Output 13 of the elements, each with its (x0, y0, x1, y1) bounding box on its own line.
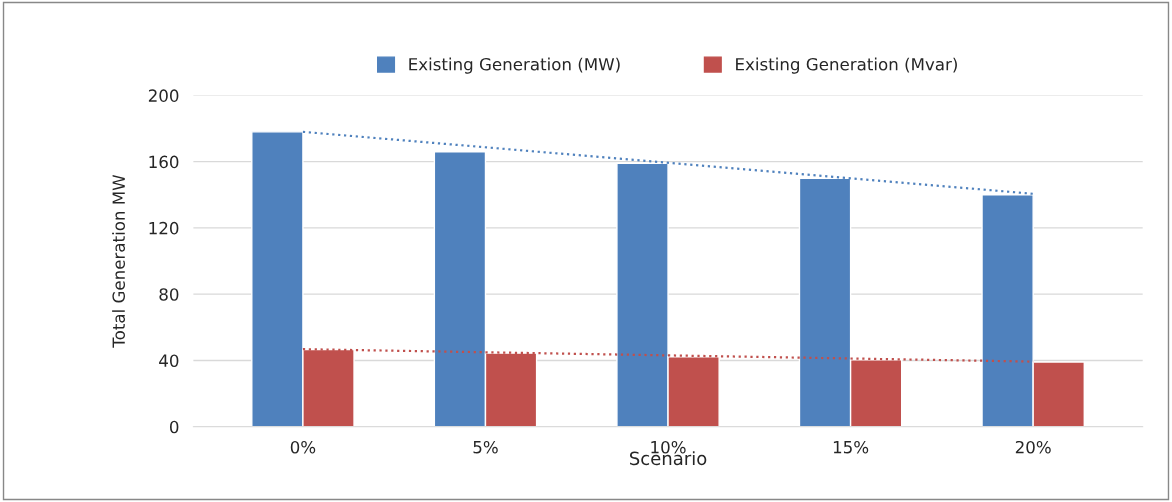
legend-label: Existing Generation (MW) (409, 57, 620, 74)
y-tick-label: 160 (149, 155, 179, 169)
x-tick-label: 15% (833, 440, 869, 454)
x-tick-label: 20% (1015, 440, 1051, 454)
y-axis-title: Total Generation MW (112, 174, 125, 348)
x-tick-label: 0% (290, 440, 316, 454)
y-tick-label: 0 (169, 420, 179, 434)
y-tick-label: 200 (148, 89, 179, 102)
y-tick-label: 40 (159, 354, 179, 367)
legend-label: Existing Generation (Mvar) (736, 57, 957, 74)
y-tick-label: 80 (159, 288, 179, 301)
x-tick-label: 5% (473, 440, 498, 454)
y-tick-label: 120 (149, 221, 179, 235)
